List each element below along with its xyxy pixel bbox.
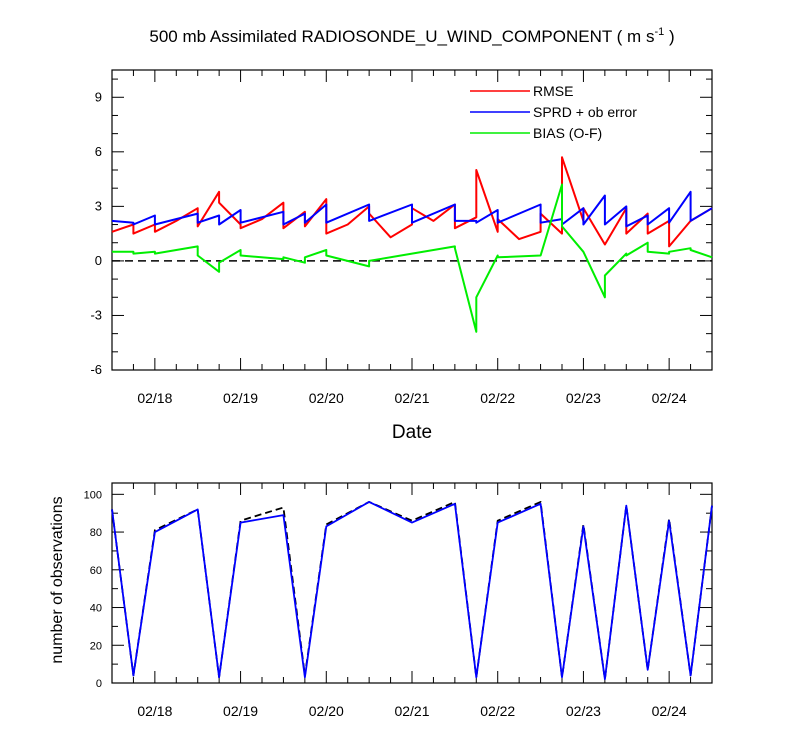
legend: RMSE SPRD + ob error BIAS (O-F) (470, 83, 637, 141)
top-series-group (111, 156, 713, 333)
legend-label-bias: BIAS (O-F) (533, 125, 602, 141)
series-line-solid (111, 500, 713, 681)
y-tick-label: 100 (84, 489, 102, 501)
x-tick-label: 02/22 (480, 390, 515, 406)
top-x-axis-label: Date (392, 422, 432, 443)
bottom-y-tick-labels: 0 20 40 60 80 100 (84, 489, 102, 690)
x-tick-label: 02/18 (137, 703, 172, 719)
y-tick-label: 20 (90, 640, 102, 652)
x-tick-label: 02/20 (309, 390, 344, 406)
bottom-x-tick-labels: 02/18 02/19 02/20 02/21 02/22 02/23 02/24 (137, 703, 687, 719)
legend-label-rmse: RMSE (533, 83, 573, 99)
bottom-y-axis-label: number of observations (49, 496, 66, 663)
top-y-tick-labels: -6 -3 0 3 6 9 (90, 89, 102, 377)
figure-title-superscript: -1 (654, 26, 664, 38)
x-tick-label: 02/23 (566, 390, 601, 406)
figure-title-end: ) (664, 27, 674, 46)
x-tick-label: 02/24 (652, 703, 687, 719)
x-tick-label: 02/24 (652, 390, 687, 406)
series-line-dashed (111, 500, 713, 681)
series-line-sprd-ob-error (111, 190, 713, 228)
series-line-rmse (111, 156, 713, 248)
y-tick-label: 3 (95, 198, 102, 213)
x-tick-label: 02/20 (309, 703, 344, 719)
figure-title-main: 500 mb Assimilated RADIOSONDE_U_WIND_COM… (149, 27, 654, 46)
y-tick-label: -6 (90, 362, 102, 377)
y-tick-label: 0 (95, 253, 102, 268)
x-tick-label: 02/21 (394, 703, 429, 719)
bottom-ticks (111, 483, 713, 684)
y-tick-label: 6 (95, 144, 102, 159)
bottom-series-group (111, 500, 713, 681)
x-tick-label: 02/18 (137, 390, 172, 406)
figure-title: 500 mb Assimilated RADIOSONDE_U_WIND_COM… (149, 26, 674, 46)
series-line-bias-o-f (112, 183, 713, 333)
top-x-tick-labels: 02/18 02/19 02/20 02/21 02/22 02/23 02/24 (137, 390, 687, 406)
y-tick-label: 60 (90, 565, 102, 577)
legend-label-sprd: SPRD + ob error (533, 104, 637, 120)
y-tick-label: 9 (95, 89, 102, 104)
y-tick-label: -3 (90, 307, 102, 322)
x-tick-label: 02/21 (394, 390, 429, 406)
x-tick-label: 02/23 (566, 703, 601, 719)
y-tick-label: 40 (90, 603, 102, 615)
bottom-plot-frame (111, 482, 713, 684)
x-tick-label: 02/19 (223, 703, 258, 719)
x-tick-label: 02/19 (223, 390, 258, 406)
top-ticks (111, 70, 713, 371)
y-tick-label: 80 (90, 527, 102, 539)
x-tick-label: 02/22 (480, 703, 515, 719)
y-tick-label: 0 (96, 678, 102, 690)
